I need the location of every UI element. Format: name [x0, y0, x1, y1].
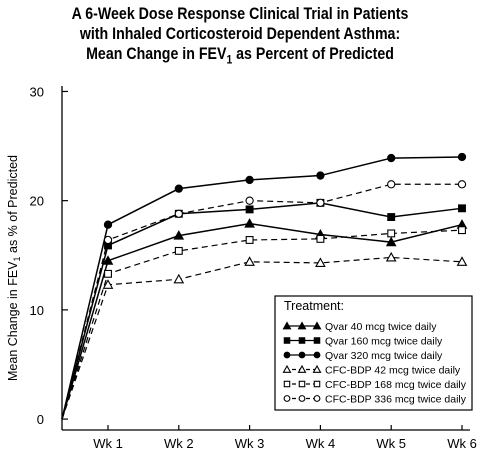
- y-tick-label: 20: [30, 194, 44, 209]
- legend-box: [274, 295, 473, 411]
- y-axis-label-subscript: 1: [12, 256, 22, 261]
- x-tick-label: Wk 6: [447, 436, 477, 451]
- data-point: [245, 175, 254, 185]
- legend-marker: [312, 364, 322, 373]
- data-point: [387, 180, 396, 189]
- data-point: [174, 184, 183, 193]
- chart-title-subscript: 1: [226, 52, 233, 67]
- legend-marker: [298, 337, 306, 344]
- series-5: [61, 226, 466, 420]
- data-point: [245, 196, 254, 205]
- legend-entry: Qvar 320 mcg twice daily: [283, 350, 443, 362]
- data-point: [102, 255, 114, 265]
- legend-marker: [297, 364, 307, 373]
- data-point: [103, 235, 113, 245]
- legend-marker: [283, 380, 291, 388]
- legend-title: Treatment:: [284, 299, 344, 313]
- legend-label: CFC-BDP 336 mcg twice daily: [325, 394, 467, 406]
- legend-entry: Qvar 160 mcg twice daily: [283, 336, 443, 348]
- data-point: [244, 256, 255, 266]
- legend-label: CFC-BDP 168 mcg twice daily: [325, 379, 467, 391]
- y-axis-label-tail: as % of Predicted: [6, 155, 20, 256]
- x-tick-label: Wk 5: [376, 436, 406, 451]
- legend-entry: CFC-BDP 168 mcg twice daily: [283, 379, 467, 391]
- legend-marker: [313, 351, 321, 359]
- data-point: [456, 256, 468, 266]
- legend-entry: CFC-BDP 42 mcg twice daily: [282, 364, 461, 377]
- legend-marker: [298, 351, 306, 359]
- chart-title-line-3-text: Mean Change in FEV: [86, 45, 227, 63]
- data-point: [316, 198, 325, 208]
- chart-title-line-3-tail: as Percent of Predicted: [232, 45, 394, 63]
- legend-label: Qvar 160 mcg twice daily: [325, 336, 443, 348]
- data-point: [174, 246, 183, 255]
- y-tick-label: 0: [37, 412, 44, 427]
- legend-marker: [283, 351, 291, 359]
- data-point: [457, 180, 467, 189]
- legend-marker: [297, 321, 307, 330]
- chart-title-line-2: with Inhaled Corticosteroid Dependent As…: [79, 25, 401, 43]
- y-tick-label: 30: [30, 84, 44, 99]
- chart-title-line-1: A 6-Week Dose Response Clinical Trial in…: [71, 5, 409, 23]
- data-point: [316, 171, 325, 180]
- data-point: [387, 153, 396, 163]
- legend: Treatment: Qvar 40 mcg twice daily Qvar 16…: [274, 295, 473, 411]
- y-axis-label-text: Mean Change in FEV: [6, 261, 20, 381]
- x-tick-label: Wk 3: [235, 436, 265, 451]
- data-point: [173, 230, 185, 240]
- legend-label: CFC-BDP 42 mcg twice daily: [325, 365, 461, 377]
- legend-marker: [313, 337, 321, 344]
- y-tick-label: 10: [30, 303, 44, 318]
- x-tick-label: Wk 1: [93, 436, 123, 451]
- series-3: [61, 152, 467, 420]
- data-point: [387, 229, 396, 238]
- data-point: [458, 226, 466, 235]
- data-point: [173, 273, 185, 284]
- series-4: [61, 251, 468, 420]
- legend-marker: [283, 337, 291, 344]
- y-axis-label: Mean Change in FEV1 as % of Predicted: [6, 155, 22, 381]
- x-tick-label: Wk 2: [164, 436, 194, 451]
- legend-entry: CFC-BDP 336 mcg twice daily: [283, 394, 467, 406]
- data-point: [457, 152, 467, 162]
- legend-marker: [312, 321, 322, 330]
- data-point: [245, 205, 254, 214]
- data-point: [316, 234, 325, 243]
- legend-marker: [298, 380, 306, 388]
- data-point: [385, 236, 397, 247]
- data-point: [385, 251, 397, 262]
- legend-marker: [283, 395, 291, 402]
- data-point: [102, 279, 114, 289]
- legend-marker: [282, 321, 292, 330]
- legend-marker: [282, 364, 292, 373]
- legend-entry: Qvar 40 mcg twice daily: [282, 321, 437, 333]
- data-point: [315, 257, 326, 267]
- data-point: [104, 269, 112, 278]
- chart-title-line-3: Mean Change in FEV1 as Percent of Predic…: [34, 44, 447, 69]
- series-6: [61, 180, 467, 420]
- data-point: [174, 209, 183, 218]
- data-point: [244, 218, 255, 228]
- legend-marker: [313, 395, 321, 402]
- data-point: [458, 204, 466, 213]
- data-point: [103, 220, 113, 229]
- legend-label: Qvar 40 mcg twice daily: [325, 321, 437, 333]
- legend-marker: [298, 395, 306, 402]
- series-lines: [61, 152, 468, 420]
- axes: 0 10 20 30 Wk 1 Wk 2 Wk 3 Wk 4 Wk 5 Wk 6: [30, 84, 477, 451]
- data-point: [387, 213, 396, 221]
- data-point: [245, 236, 254, 244]
- x-tick-label: Wk 4: [306, 436, 336, 451]
- legend-marker: [313, 380, 321, 388]
- legend-label: Qvar 320 mcg twice daily: [325, 350, 443, 362]
